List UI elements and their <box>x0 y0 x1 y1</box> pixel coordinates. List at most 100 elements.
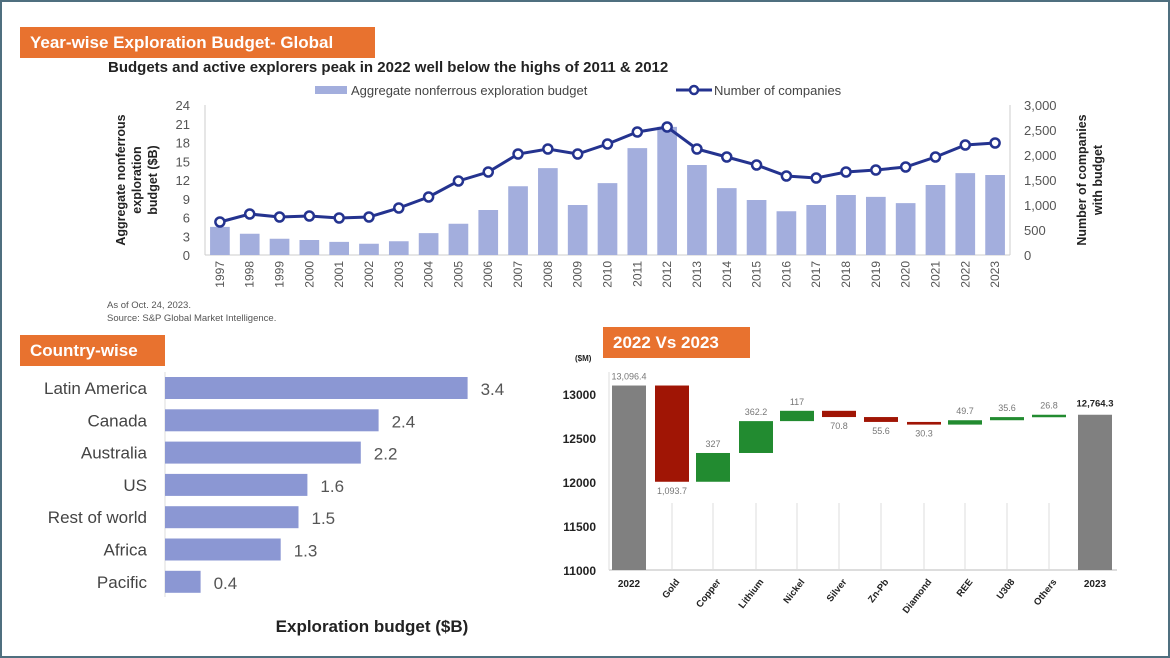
budget-bar-2007 <box>508 186 528 255</box>
x-axis-title: Exploration budget ($B) <box>276 617 469 636</box>
companies-point-2020 <box>899 161 912 173</box>
y-tick-label: 0 <box>183 248 190 263</box>
value-label: 70.8 <box>830 421 848 431</box>
y-axis-title: budget ($B) <box>146 145 160 214</box>
category-label: 2022 <box>618 579 641 590</box>
x-tick-label: 2007 <box>511 261 525 288</box>
budget-bar-2013 <box>687 165 707 255</box>
budget-bar-2015 <box>746 200 767 255</box>
companies-point-2012 <box>661 121 673 133</box>
y-tick-label: 12500 <box>563 432 597 446</box>
companies-point-2014 <box>721 151 733 163</box>
value-label: 13,096.4 <box>611 372 646 382</box>
country-value-label: 0.4 <box>214 574 238 593</box>
budget-bar-1999 <box>269 238 290 255</box>
x-tick-label: 2008 <box>541 261 555 288</box>
y-tick-label: 11500 <box>563 520 596 534</box>
category-label: REE <box>955 577 976 599</box>
budget-bar-2002 <box>359 243 379 255</box>
country-value-label: 2.2 <box>374 445 398 464</box>
country-value-label: 1.5 <box>312 509 336 528</box>
companies-point-2023 <box>989 137 1001 149</box>
companies-point-2015 <box>750 159 763 171</box>
companies-point-2002 <box>363 211 375 223</box>
country-label: Pacific <box>97 573 148 592</box>
category-label: 2023 <box>1084 579 1107 590</box>
chart-title: Budgets and active explorers peak in 202… <box>108 59 669 76</box>
country-label: Latin America <box>44 379 148 398</box>
y-axis-title: Aggregate nonferrous <box>114 114 128 245</box>
country-bar-pacific <box>165 570 201 593</box>
country-label: Australia <box>81 444 148 463</box>
value-label: 1,093.7 <box>657 486 687 496</box>
x-tick-label: 2006 <box>481 261 495 288</box>
country-label: Rest of world <box>48 508 147 527</box>
budget-bar-2010 <box>597 183 618 255</box>
y2-tick-label: 1,000 <box>1024 198 1057 213</box>
y-axis-title: exploration <box>130 146 144 213</box>
companies-point-2006 <box>482 166 494 178</box>
country-bar-us <box>165 473 308 496</box>
source-text: Source: S&P Global Market Intelligence. <box>107 313 277 324</box>
budget-bar-2000 <box>299 240 320 255</box>
companies-point-2007 <box>512 148 524 160</box>
companies-point-2016 <box>780 170 793 182</box>
country-label: Canada <box>87 411 147 430</box>
companies-point-2022 <box>959 139 972 151</box>
category-label: Copper <box>694 577 723 610</box>
companies-point-1999 <box>273 211 286 223</box>
value-label: 35.6 <box>998 403 1016 413</box>
companies-point-2011 <box>631 126 644 138</box>
companies-point-2003 <box>393 202 405 214</box>
category-label: U308 <box>995 577 1018 602</box>
category-label: Others <box>1032 577 1060 608</box>
country-bar-canada <box>165 409 379 432</box>
value-label: 30.3 <box>915 429 933 439</box>
value-label: 55.6 <box>872 426 890 436</box>
y-tick-label: 6 <box>183 211 190 226</box>
country-value-label: 1.6 <box>320 477 344 496</box>
budget-bar-2019 <box>865 196 886 255</box>
x-tick-label: 2022 <box>958 261 972 288</box>
x-tick-label: 2019 <box>869 261 883 288</box>
bar-gold <box>655 385 689 482</box>
budget-bar-2011 <box>627 148 648 255</box>
y2-tick-label: 500 <box>1024 223 1046 238</box>
x-tick-label: 2011 <box>630 261 644 287</box>
bar-copper <box>696 452 730 482</box>
legend-bar-label: Aggregate nonferrous exploration budget <box>351 83 588 98</box>
y2-tick-label: 2,000 <box>1024 148 1057 163</box>
companies-point-2009 <box>571 148 584 160</box>
x-tick-label: 2005 <box>451 261 465 288</box>
category-label: Diamond <box>901 577 935 616</box>
x-tick-label: 2009 <box>571 261 585 288</box>
bar-silver <box>822 410 856 418</box>
x-tick-label: 2017 <box>809 261 823 288</box>
value-label: 26.8 <box>1040 401 1058 411</box>
y-tick-label: 12000 <box>563 476 597 490</box>
companies-point-2013 <box>691 143 703 155</box>
tag-2022-vs-2023: 2022 Vs 2023 <box>603 327 750 358</box>
y2-tick-label: 2,500 <box>1024 123 1057 138</box>
bar-ree <box>948 420 982 425</box>
unit-label: ($M) <box>575 354 592 363</box>
tag-country-wise: Country-wise <box>20 335 165 366</box>
y2-tick-label: 1,500 <box>1024 173 1057 188</box>
bar-lithium <box>739 421 773 453</box>
companies-point-2017 <box>810 172 822 184</box>
x-tick-label: 2013 <box>690 261 704 288</box>
x-tick-label: 2023 <box>988 261 1002 288</box>
y-tick-label: 24 <box>176 98 190 113</box>
category-label: Gold <box>660 577 682 601</box>
country-label: US <box>123 476 147 495</box>
companies-point-2019 <box>870 164 882 176</box>
x-tick-label: 2015 <box>750 261 764 288</box>
note-text: As of Oct. 24, 2023. <box>107 300 191 311</box>
budget-bar-2017 <box>806 205 827 255</box>
country-bar-rest-of-world <box>165 506 299 529</box>
country-bar-latin-america <box>165 377 468 399</box>
budget-bar-2009 <box>567 205 588 255</box>
budget-bar-2006 <box>478 210 499 255</box>
bar-2023 <box>1078 414 1112 570</box>
